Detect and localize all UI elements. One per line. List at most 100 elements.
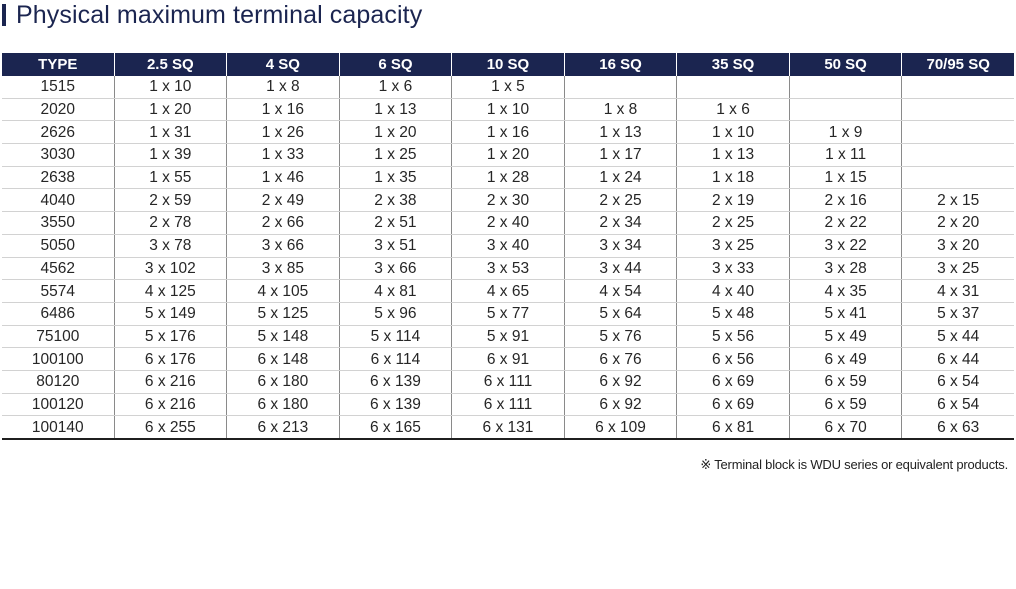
capacity-cell: 1 x 15 — [788, 166, 902, 190]
table-row: 6486 5 x 149 5 x 125 5 x 96 5 x 77 5 x 64 5 x … — [2, 302, 1014, 326]
capacity-cell: 6 x 139 — [338, 393, 452, 417]
terminal-capacity-table: TYPE 2.5 SQ 4 SQ 6 SQ 10 SQ 16 SQ 35 SQ 50 SQ 70… — [2, 53, 1014, 441]
capacity-cell: 6 x 59 — [788, 393, 902, 417]
capacity-cell: 6 x 114 — [338, 347, 452, 371]
capacity-cell: 5 x 44 — [901, 325, 1014, 349]
capacity-cell: 1 x 8 — [563, 98, 677, 122]
table-row: 5574 4 x 125 4 x 105 4 x 81 4 x 65 4 x 54 4 x … — [2, 279, 1014, 303]
capacity-cell: 3 x 53 — [451, 257, 565, 281]
capacity-cell: 4 x 54 — [563, 279, 677, 303]
type-cell: 4040 — [2, 188, 115, 213]
capacity-cell: 6 x 213 — [226, 415, 340, 441]
footnote: ※ Terminal block is WDU series or equiva… — [700, 457, 1008, 472]
column-header: 70/95 SQ — [901, 53, 1014, 76]
capacity-cell: 2 x 59 — [113, 188, 227, 213]
capacity-cell: 1 x 55 — [113, 166, 227, 190]
capacity-cell: 1 x 31 — [113, 120, 227, 145]
capacity-cell: 6 x 56 — [676, 347, 790, 371]
capacity-cell: 3 x 20 — [901, 234, 1014, 258]
title-accent-bar — [2, 4, 6, 26]
capacity-cell: 3 x 40 — [451, 234, 565, 258]
table-row: 4562 3 x 102 3 x 85 3 x 66 3 x 53 3 x 44 3 x 3… — [2, 257, 1014, 281]
type-cell: 6486 — [2, 302, 115, 326]
capacity-cell: 1 x 10 — [451, 98, 565, 122]
capacity-cell: 2 x 66 — [226, 211, 340, 235]
type-cell: 80120 — [2, 370, 115, 394]
capacity-cell: 3 x 25 — [901, 257, 1014, 281]
page-title-block: Physical maximum terminal capacity — [2, 0, 422, 30]
capacity-cell: 5 x 49 — [788, 325, 902, 349]
capacity-cell: 1 x 8 — [226, 76, 340, 99]
capacity-cell: 4 x 65 — [451, 279, 565, 303]
capacity-cell: 5 x 91 — [451, 325, 565, 349]
capacity-cell: 3 x 85 — [226, 257, 340, 281]
capacity-cell: 1 x 5 — [451, 76, 565, 99]
capacity-cell: 6 x 54 — [901, 393, 1014, 417]
capacity-cell: 6 x 176 — [113, 347, 227, 371]
capacity-cell: 3 x 51 — [338, 234, 452, 258]
capacity-cell: 3 x 34 — [563, 234, 677, 258]
type-cell: 5574 — [2, 279, 115, 303]
capacity-cell: 3 x 25 — [676, 234, 790, 258]
capacity-cell — [563, 76, 677, 99]
table-row: 100100 6 x 176 6 x 148 6 x 114 6 x 91 6 x 76 6… — [2, 347, 1014, 371]
capacity-cell: 1 x 24 — [563, 166, 677, 190]
capacity-cell: 5 x 125 — [226, 302, 340, 326]
type-cell: 3030 — [2, 143, 115, 167]
column-header: 16 SQ — [563, 53, 677, 76]
capacity-cell: 1 x 35 — [338, 166, 452, 190]
column-header: TYPE — [2, 53, 115, 76]
capacity-cell: 2 x 49 — [226, 188, 340, 213]
capacity-cell: 6 x 49 — [788, 347, 902, 371]
table-header: TYPE 2.5 SQ 4 SQ 6 SQ 10 SQ 16 SQ 35 SQ 50 SQ 70… — [2, 53, 1014, 76]
capacity-cell — [676, 76, 790, 99]
capacity-cell: 1 x 16 — [451, 120, 565, 145]
table-row: 75100 5 x 176 5 x 148 5 x 114 5 x 91 5 x 76 5 … — [2, 325, 1014, 349]
capacity-cell: 4 x 81 — [338, 279, 452, 303]
capacity-cell: 1 x 13 — [338, 98, 452, 122]
capacity-cell: 5 x 56 — [676, 325, 790, 349]
capacity-cell — [901, 120, 1014, 145]
capacity-cell: 1 x 13 — [563, 120, 677, 145]
capacity-cell: 1 x 9 — [788, 120, 902, 145]
column-header: 50 SQ — [788, 53, 902, 76]
capacity-cell: 4 x 105 — [226, 279, 340, 303]
capacity-cell: 1 x 20 — [338, 120, 452, 145]
capacity-cell: 1 x 39 — [113, 143, 227, 167]
capacity-cell: 1 x 20 — [113, 98, 227, 122]
table-row: 2638 1 x 55 1 x 46 1 x 35 1 x 28 1 x 24 1 x 18… — [2, 166, 1014, 190]
capacity-cell: 6 x 180 — [226, 393, 340, 417]
capacity-cell: 6 x 92 — [563, 393, 677, 417]
capacity-cell: 2 x 34 — [563, 211, 677, 235]
capacity-cell: 6 x 148 — [226, 347, 340, 371]
capacity-cell: 3 x 66 — [226, 234, 340, 258]
table-row: 100140 6 x 255 6 x 213 6 x 165 6 x 131 6 x 10… — [2, 415, 1014, 441]
capacity-cell: 4 x 125 — [113, 279, 227, 303]
capacity-cell: 1 x 18 — [676, 166, 790, 190]
table-row: 3550 2 x 78 2 x 66 2 x 51 2 x 40 2 x 34 2 x 25… — [2, 211, 1014, 235]
capacity-cell — [901, 143, 1014, 167]
capacity-cell: 2 x 25 — [563, 188, 677, 213]
column-header: 10 SQ — [451, 53, 565, 76]
table-row: 3030 1 x 39 1 x 33 1 x 25 1 x 20 1 x 17 1 x 13… — [2, 143, 1014, 167]
column-header: 2.5 SQ — [113, 53, 227, 76]
capacity-cell — [901, 76, 1014, 99]
capacity-cell: 1 x 26 — [226, 120, 340, 145]
capacity-cell: 6 x 255 — [113, 415, 227, 441]
column-header: 4 SQ — [226, 53, 340, 76]
column-header: 35 SQ — [676, 53, 790, 76]
capacity-cell: 6 x 44 — [901, 347, 1014, 371]
capacity-cell: 3 x 33 — [676, 257, 790, 281]
capacity-cell: 2 x 40 — [451, 211, 565, 235]
capacity-cell: 2 x 20 — [901, 211, 1014, 235]
capacity-cell: 5 x 176 — [113, 325, 227, 349]
capacity-cell: 5 x 64 — [563, 302, 677, 326]
capacity-cell: 6 x 139 — [338, 370, 452, 394]
capacity-cell: 6 x 76 — [563, 347, 677, 371]
capacity-cell: 2 x 38 — [338, 188, 452, 213]
type-cell: 1515 — [2, 76, 115, 99]
capacity-cell: 2 x 30 — [451, 188, 565, 213]
capacity-cell: 1 x 33 — [226, 143, 340, 167]
capacity-cell: 5 x 149 — [113, 302, 227, 326]
capacity-cell: 2 x 22 — [788, 211, 902, 235]
